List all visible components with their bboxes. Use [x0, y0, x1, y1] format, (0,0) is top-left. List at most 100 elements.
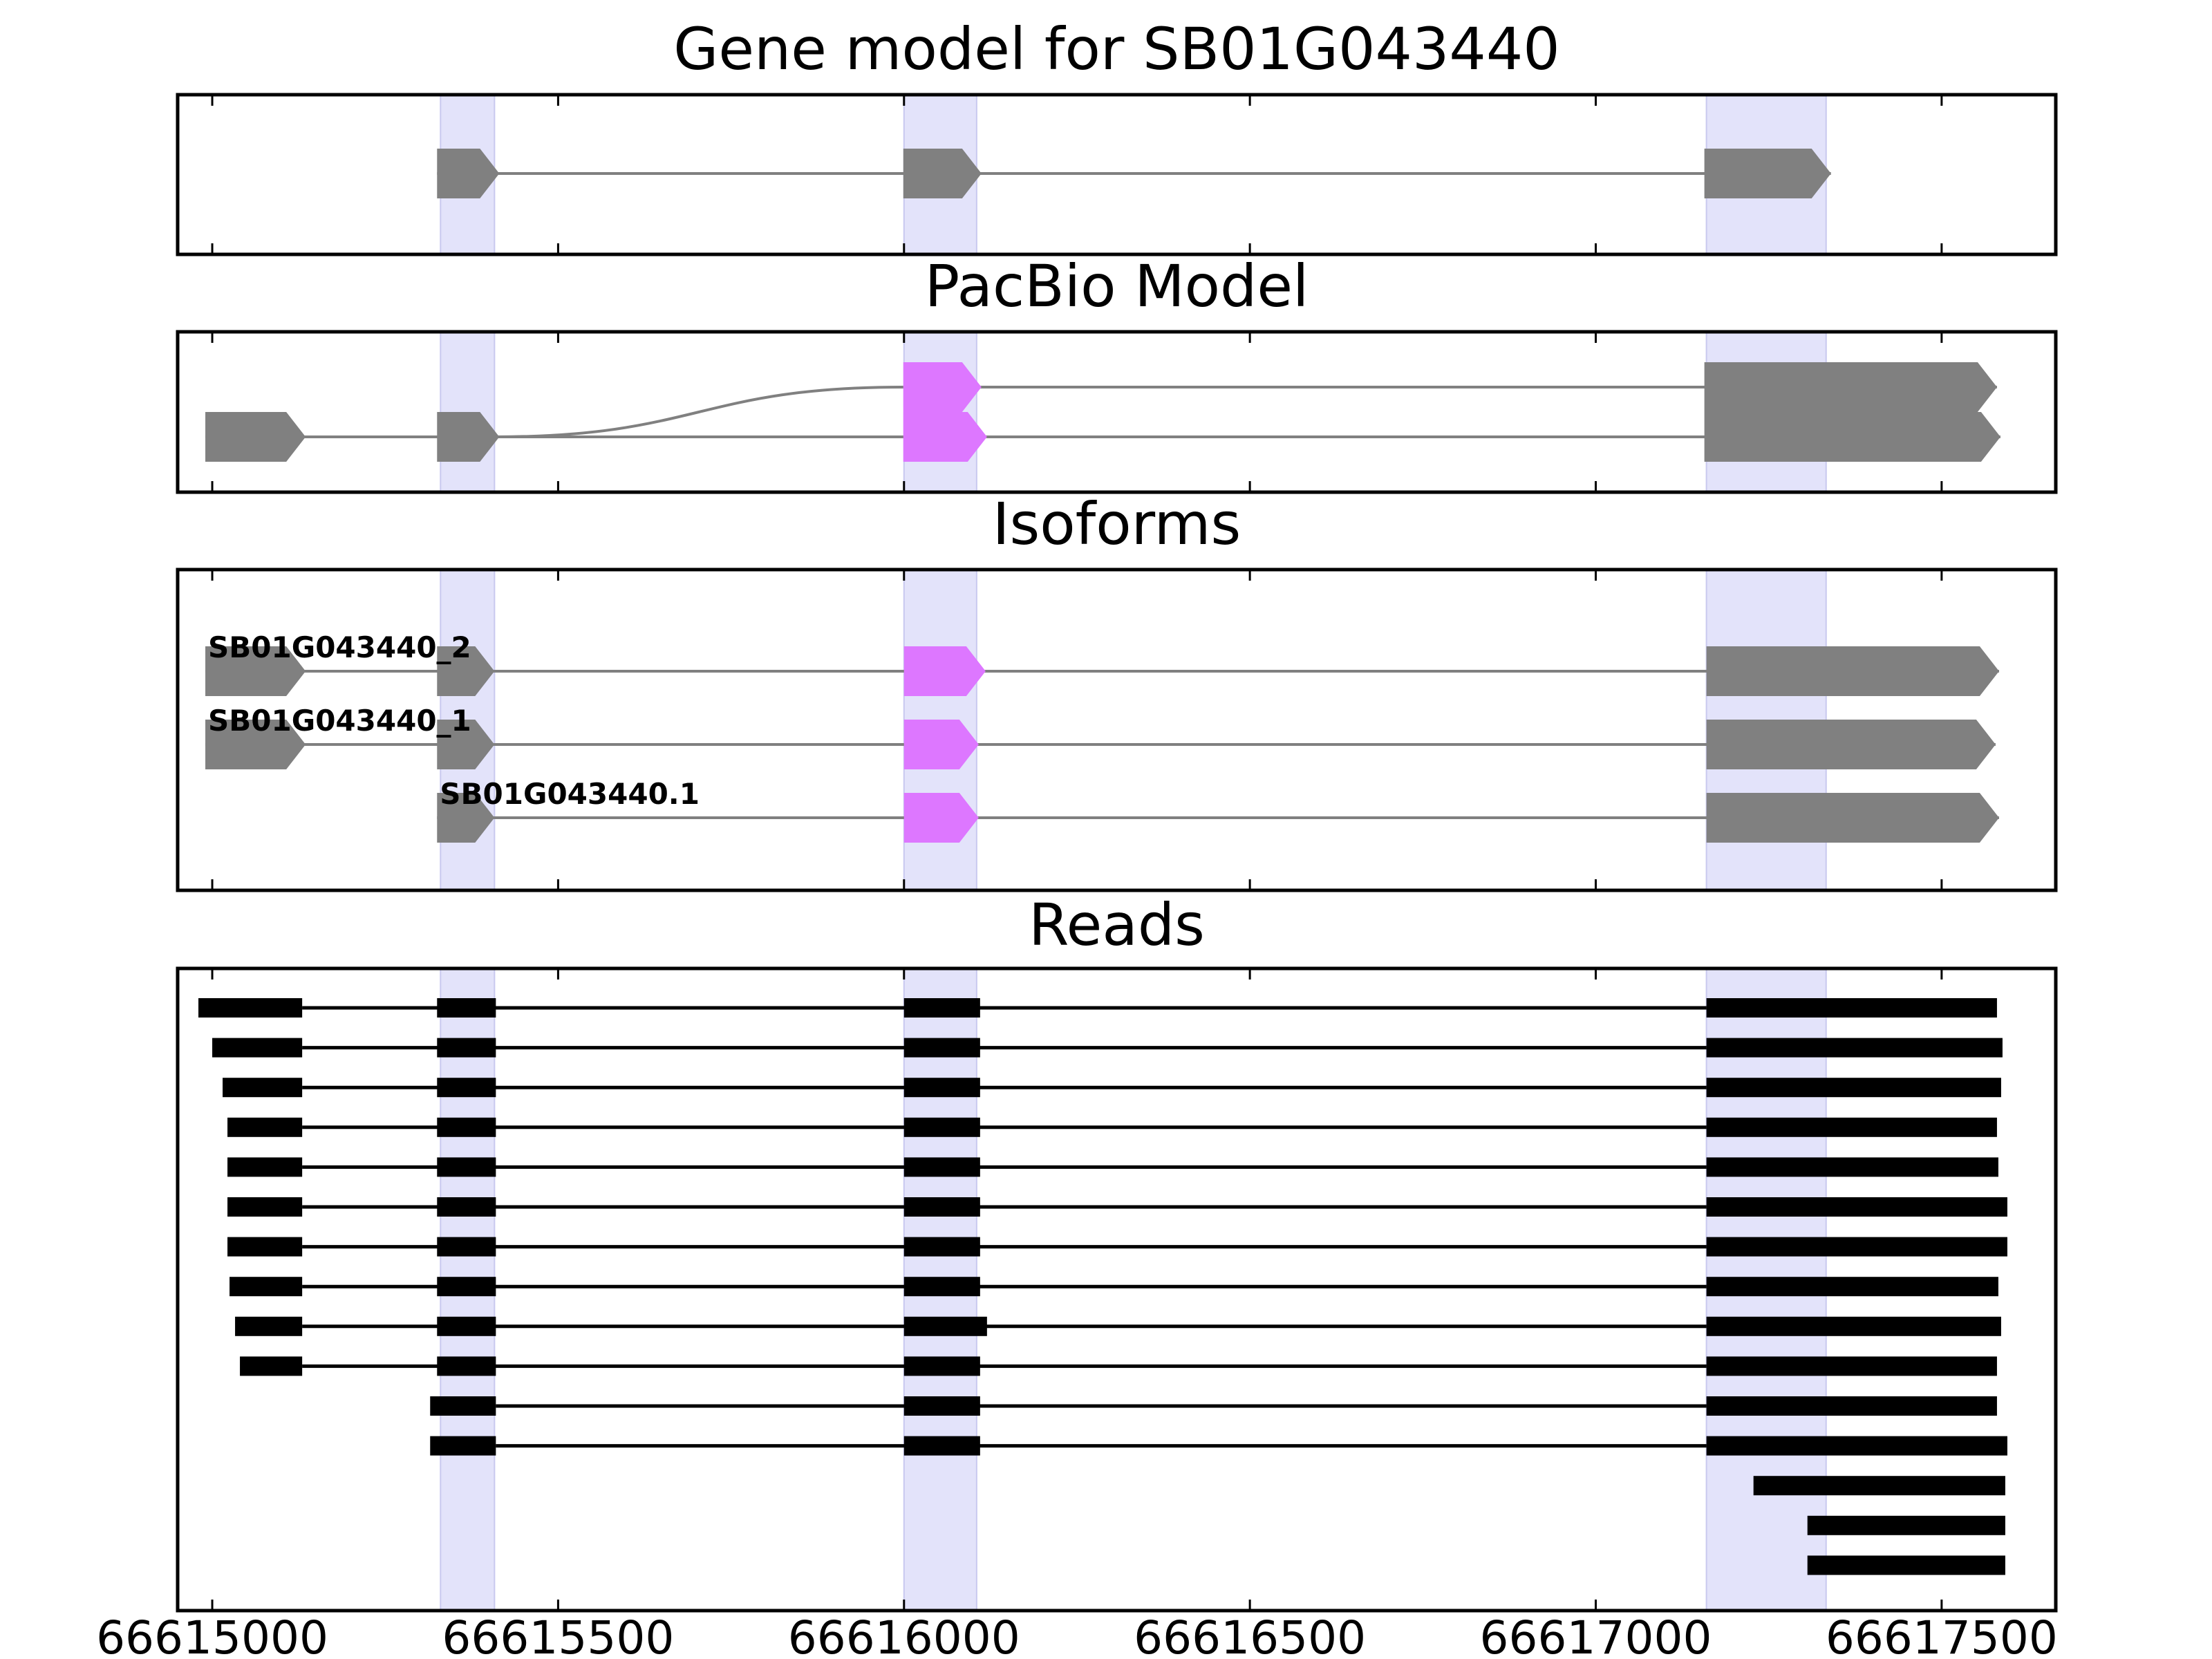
exon-2 [437, 412, 500, 462]
exon-2 [437, 646, 495, 696]
read-block-3 [903, 1078, 980, 1098]
read-block-1 [227, 1237, 303, 1257]
x-tick-label: 66616000 [788, 1611, 1020, 1659]
exon-1 [437, 149, 500, 198]
exon-4 [1704, 412, 2000, 462]
isoforms-title: Isoforms [993, 490, 1241, 558]
read-block-2 [437, 1078, 496, 1098]
read-block-4 [1706, 1277, 1998, 1297]
isoform-label: SB01G043440_1 [208, 704, 471, 738]
read-14 [1807, 1515, 2005, 1535]
read-block-1 [227, 1197, 303, 1217]
exon-2 [437, 720, 495, 769]
read-block-1 [1807, 1555, 2005, 1575]
read-block-2 [903, 1436, 980, 1456]
exon-2 [1704, 362, 1997, 412]
read-11 [430, 1396, 1997, 1416]
read-block-2 [437, 1038, 496, 1058]
gene_model-track-1 [437, 149, 1831, 198]
read-block-3 [903, 1038, 980, 1058]
x-tick-label: 66617500 [1826, 1611, 2058, 1659]
isoform-label: SB01G043440.1 [440, 777, 700, 811]
read-block-4 [1706, 1356, 1997, 1376]
read-block-2 [437, 998, 496, 1018]
read-block-1 [430, 1436, 496, 1456]
gene_model-title: Gene model for SB01G043440 [673, 15, 1559, 83]
read-3 [223, 1078, 2001, 1098]
read-block-2 [437, 1316, 496, 1336]
read-block-1 [240, 1356, 303, 1376]
read-block-2 [903, 1396, 980, 1416]
read-block-4 [1706, 1316, 2001, 1336]
exon-4 [1706, 646, 1999, 696]
exon-4 [1706, 720, 1996, 769]
read-block-3 [903, 1237, 980, 1257]
read-block-2 [437, 1356, 496, 1376]
isoforms-panel: Isoforms SB01G043440_2 SB01G043440_1 SB01G0… [176, 490, 2058, 892]
pacbio-title: PacBio Model [925, 252, 1309, 320]
read-8 [229, 1277, 1998, 1297]
read-9 [235, 1316, 2001, 1336]
exon-3 [903, 412, 987, 462]
read-block-1 [1807, 1515, 2005, 1535]
read-12 [430, 1436, 2007, 1456]
read-block-1 [227, 1117, 303, 1137]
read-2 [212, 1038, 2003, 1058]
reads-panel: Reads [176, 891, 2058, 1613]
isoforms-track-2: SB01G043440_1 [205, 704, 1996, 769]
x-axis-tick-labels: 66615000 66615500 66616000 66616500 66617000… [96, 1611, 2058, 1659]
read-block-2 [437, 1197, 496, 1217]
read-block-4 [1706, 1038, 2003, 1058]
exon-1 [205, 720, 306, 769]
read-block-1 [212, 1038, 303, 1058]
read-block-1 [1753, 1476, 2005, 1496]
exon-1 [205, 646, 306, 696]
read-5 [227, 1157, 1998, 1177]
read-block-1 [229, 1277, 303, 1297]
isoforms-track-3: SB01G043440.1 [437, 777, 1999, 843]
read-block-3 [903, 1356, 980, 1376]
read-15 [1807, 1555, 2005, 1575]
pacbio-frame [176, 330, 2058, 494]
reads-title: Reads [1029, 891, 1205, 959]
gene_model-frame [176, 93, 2058, 256]
read-block-4 [1706, 1237, 2007, 1257]
read-block-4 [1706, 998, 1997, 1018]
splice-connector [494, 386, 903, 438]
exon-1 [437, 793, 495, 843]
reads-frame [176, 966, 2058, 1613]
isoforms-track-1: SB01G043440_2 [205, 630, 1999, 696]
read-block-2 [437, 1157, 496, 1177]
read-4 [227, 1117, 1997, 1137]
read-block-3 [903, 1316, 987, 1336]
read-block-3 [1706, 1396, 1997, 1416]
x-tick-label: 66615500 [442, 1611, 674, 1659]
isoform-label: SB01G043440_2 [208, 630, 471, 664]
read-6 [227, 1197, 2007, 1217]
read-block-3 [903, 1277, 980, 1297]
gene_model-panel: Gene model for SB01G043440 [176, 15, 2058, 256]
read-block-1 [198, 998, 303, 1018]
read-7 [227, 1237, 2007, 1257]
read-block-4 [1706, 1078, 2001, 1098]
pacbio-track-1 [494, 362, 1997, 438]
exon-3 [1704, 149, 1831, 198]
x-tick-label: 66615000 [96, 1611, 328, 1659]
read-10 [240, 1356, 1997, 1376]
read-block-4 [1706, 1197, 2007, 1217]
exon-2 [903, 149, 982, 198]
read-block-3 [903, 1117, 980, 1137]
read-block-3 [903, 1157, 980, 1177]
read-1 [198, 998, 1997, 1018]
isoforms-frame [176, 568, 2058, 892]
read-block-1 [223, 1078, 303, 1098]
read-block-2 [437, 1117, 496, 1137]
read-block-1 [235, 1316, 303, 1336]
read-block-3 [903, 1197, 980, 1217]
read-block-4 [1706, 1117, 1997, 1137]
read-block-1 [227, 1157, 303, 1177]
pacbio-track-2 [205, 412, 2000, 462]
read-block-3 [903, 998, 980, 1018]
exon-3 [903, 646, 986, 696]
